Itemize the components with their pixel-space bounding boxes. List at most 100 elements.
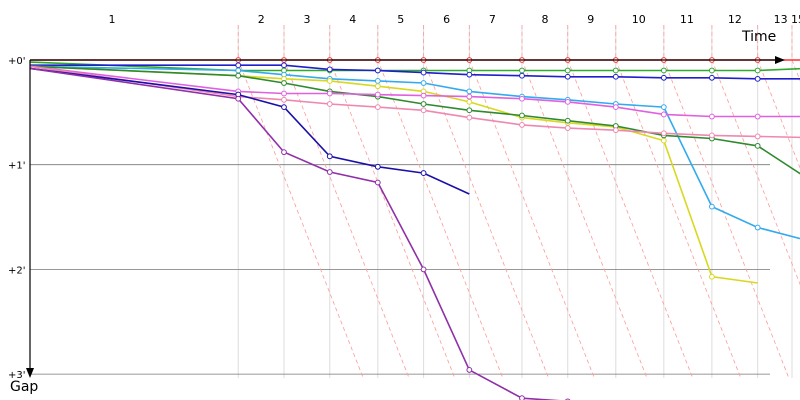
lap-label: 9 — [587, 13, 594, 26]
lap-label: 13 — [774, 13, 788, 26]
data-point — [612, 127, 619, 134]
lap-labels: 123456789101112131514 — [109, 13, 800, 26]
data-point — [326, 78, 333, 84]
series-line — [29, 67, 470, 195]
pace-line — [567, 59, 694, 379]
gap-labels: +0' +1' +2' +3' — [8, 56, 26, 381]
data-point — [326, 153, 333, 160]
data-point — [466, 93, 473, 100]
data-point — [660, 104, 667, 111]
series-line — [29, 67, 561, 400]
data-point — [420, 80, 427, 86]
data-point — [612, 67, 619, 74]
data-point — [326, 101, 333, 107]
pace-line — [757, 59, 800, 169]
data-point — [374, 67, 381, 74]
data-point — [374, 91, 381, 98]
data-point — [754, 133, 761, 140]
data-point — [374, 179, 381, 186]
data-point — [612, 104, 619, 111]
data-point — [466, 367, 473, 373]
pace-line — [521, 59, 648, 379]
data-point — [466, 71, 473, 78]
data-point — [466, 98, 473, 105]
data-point — [754, 224, 761, 231]
data-point — [374, 163, 381, 170]
data-point — [420, 69, 427, 76]
data-point — [708, 273, 715, 280]
data-point — [326, 90, 333, 97]
data-point — [466, 114, 473, 121]
data-point — [754, 75, 761, 82]
series-line — [29, 65, 800, 240]
data-point — [466, 88, 473, 95]
lap-label: 7 — [489, 13, 496, 26]
y-axis-arrowhead — [26, 368, 34, 378]
pit-stop-lines — [237, 25, 800, 379]
data-point — [754, 113, 761, 120]
data-point — [281, 62, 287, 69]
lap-label: 10 — [632, 13, 646, 26]
data-point — [660, 67, 667, 74]
pace-line — [791, 59, 800, 82]
data-series — [29, 57, 800, 400]
data-point — [564, 98, 571, 105]
gap-label: +3' — [8, 370, 26, 381]
lap-label: 4 — [349, 13, 356, 26]
data-point — [754, 67, 761, 74]
data-point — [660, 111, 667, 118]
pace-line — [283, 59, 410, 379]
data-point — [660, 74, 667, 81]
data-point — [420, 266, 427, 273]
gap-label: +0' — [8, 56, 26, 67]
lap-label: 5 — [397, 13, 404, 26]
pace-line — [329, 59, 456, 379]
lap-label: 12 — [728, 13, 742, 26]
data-point — [564, 67, 571, 74]
data-point — [420, 92, 427, 99]
pace-line — [711, 59, 800, 286]
gap-label: +2' — [8, 265, 26, 276]
y-axis-title: Gap — [10, 379, 38, 395]
data-point — [374, 78, 381, 84]
pace-line — [663, 59, 790, 379]
data-point — [519, 395, 525, 400]
grid-lines — [30, 25, 793, 378]
gap-label: +1' — [8, 161, 26, 172]
lap-label: 3 — [303, 13, 310, 26]
data-point — [235, 95, 242, 102]
data-point — [708, 203, 715, 210]
pace-line — [615, 59, 742, 379]
data-point — [519, 122, 525, 128]
pace-line — [237, 59, 364, 379]
data-point — [374, 104, 381, 111]
data-point — [420, 170, 427, 176]
data-point — [660, 137, 667, 144]
pace-line — [377, 59, 504, 379]
lap-label: 1 — [109, 13, 116, 26]
data-point — [564, 125, 571, 131]
data-point — [326, 66, 333, 73]
data-point — [281, 96, 287, 103]
data-point — [519, 67, 525, 74]
data-point — [281, 90, 287, 97]
lap-label: 8 — [541, 13, 548, 26]
lap-label: 6 — [443, 13, 450, 26]
data-point — [519, 72, 525, 79]
data-point — [235, 67, 242, 74]
data-point — [420, 101, 427, 107]
data-point — [708, 74, 715, 81]
axes: Time Gap — [10, 29, 785, 395]
data-point — [708, 113, 715, 120]
lap-label: 15 — [791, 13, 800, 26]
data-point — [612, 73, 619, 80]
data-point — [708, 132, 715, 139]
data-point — [564, 73, 571, 80]
data-point — [519, 112, 525, 119]
data-point — [281, 149, 287, 156]
data-point — [708, 67, 715, 74]
data-point — [235, 62, 242, 69]
data-point — [326, 169, 333, 175]
data-point — [420, 107, 427, 114]
